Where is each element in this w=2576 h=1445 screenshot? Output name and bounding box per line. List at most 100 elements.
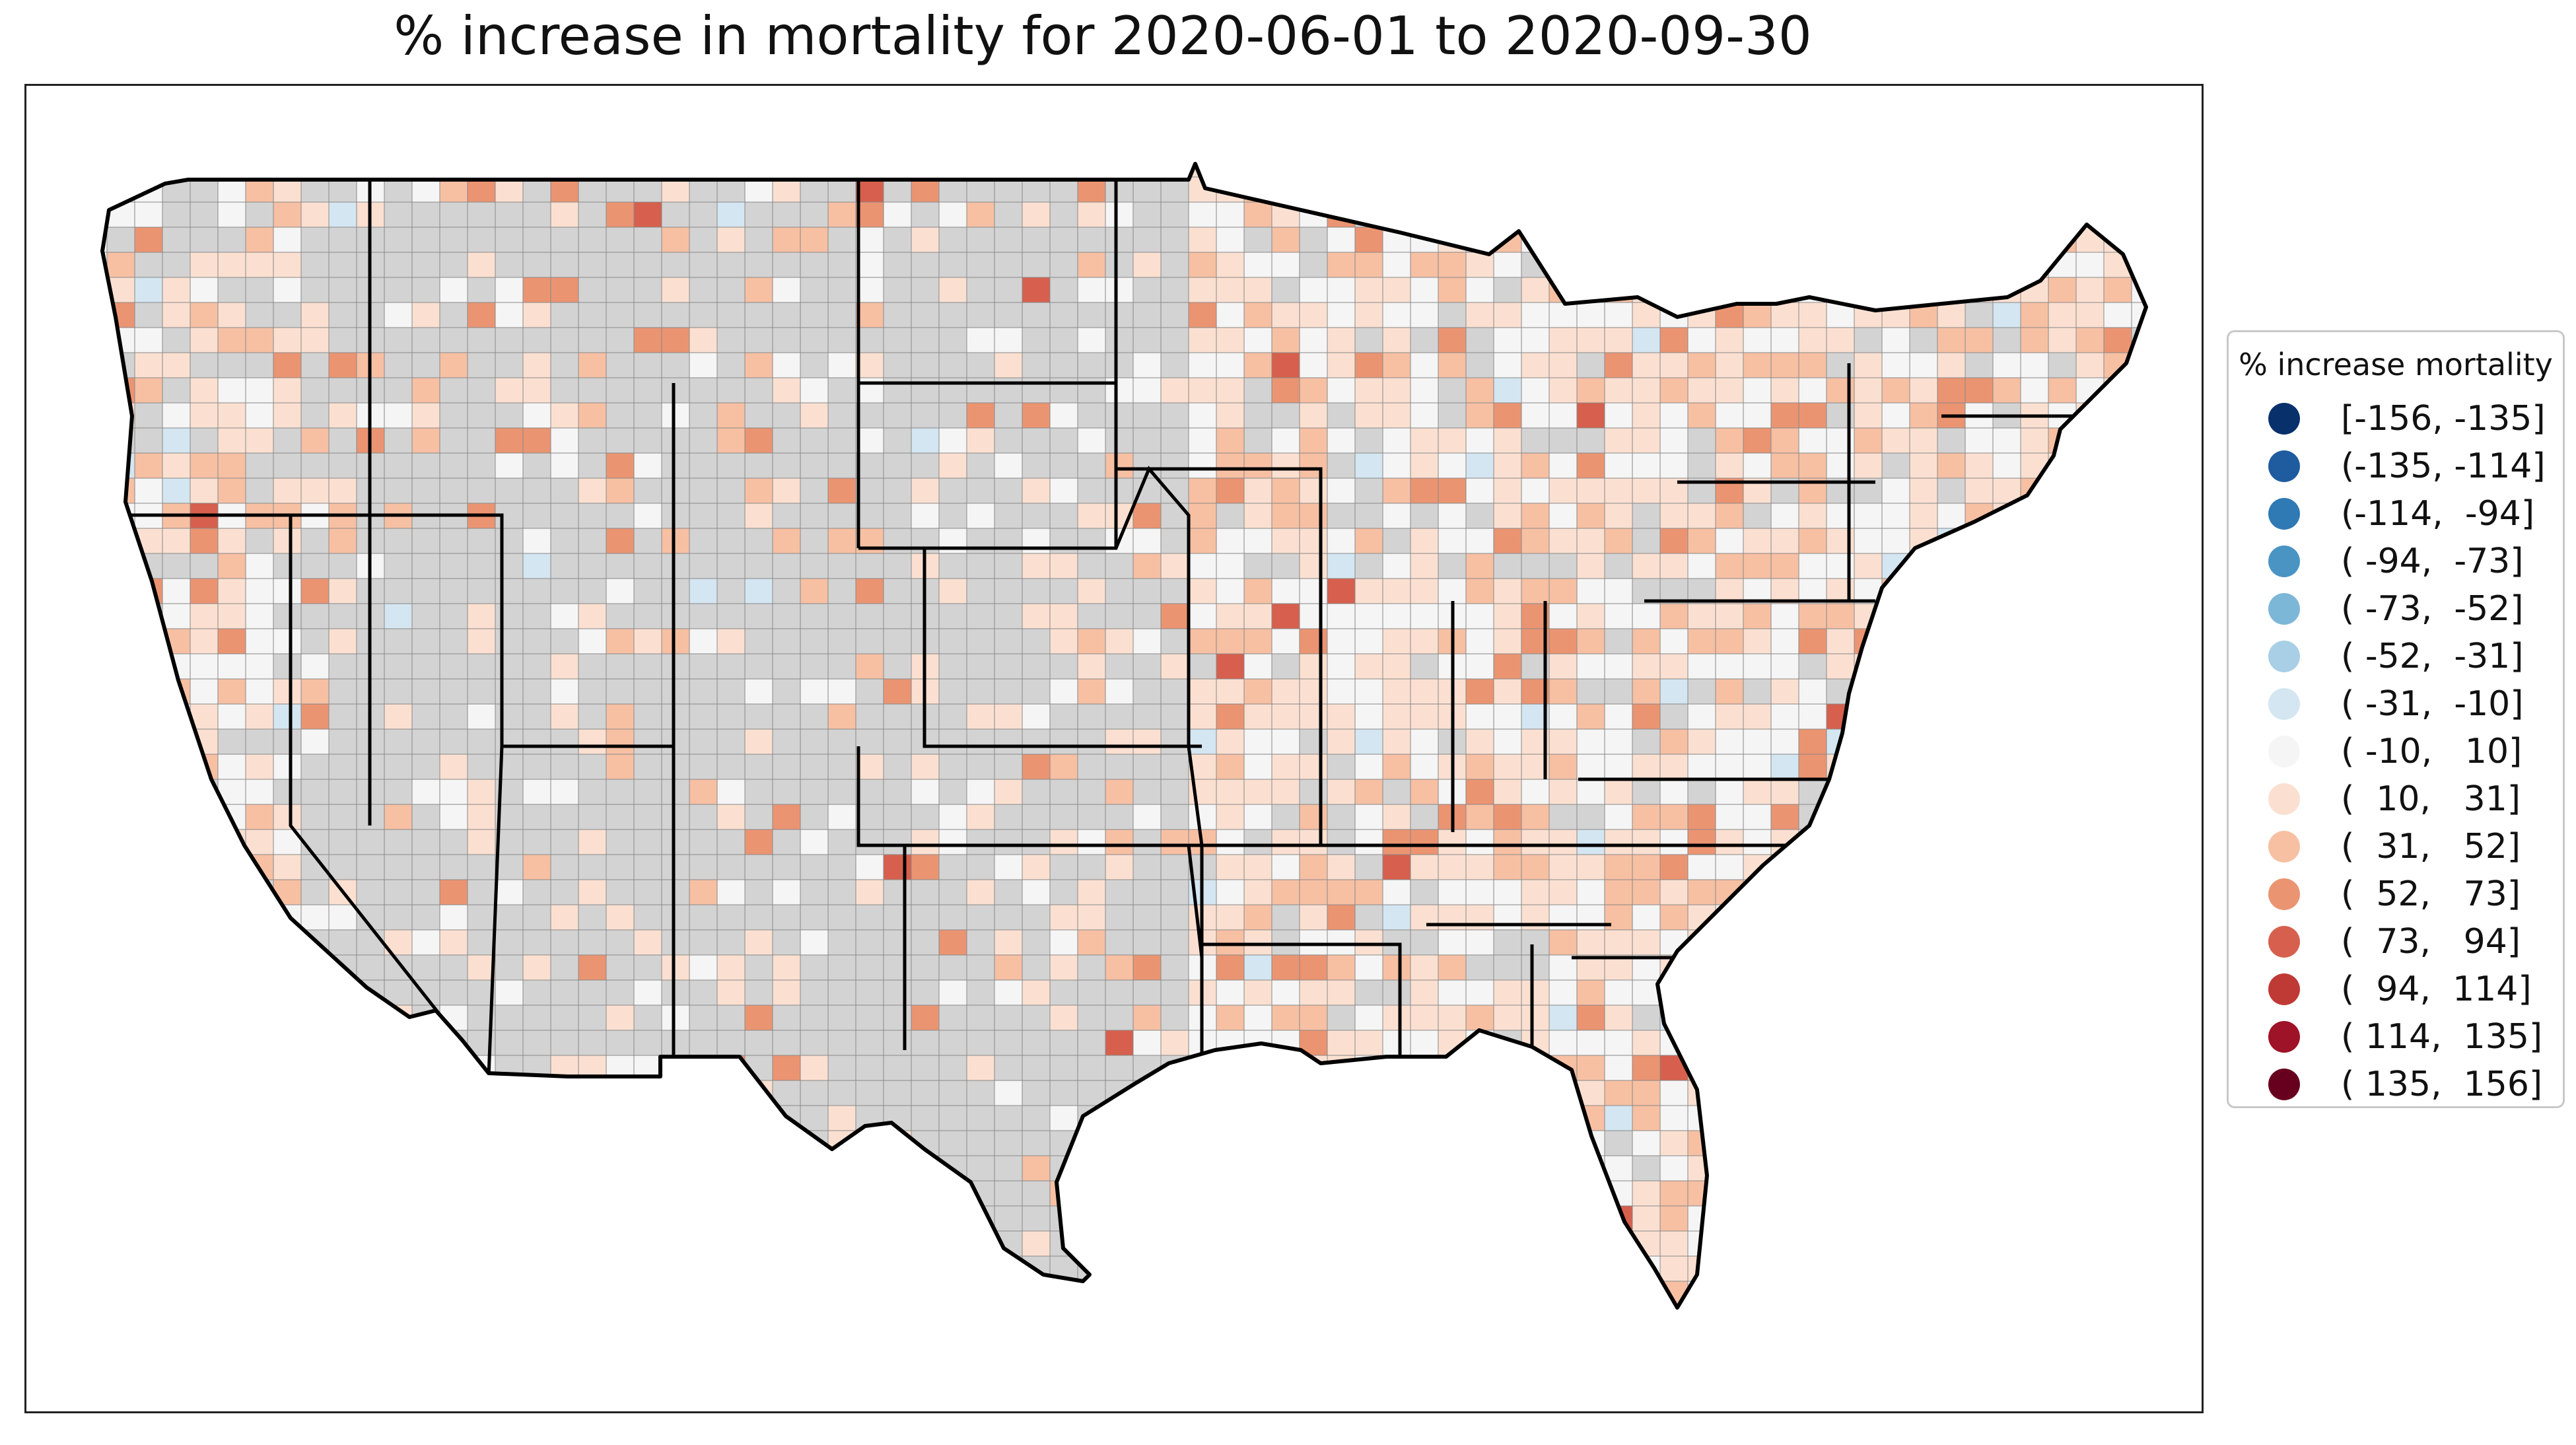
county (439, 252, 468, 278)
county (384, 703, 413, 730)
county (911, 503, 940, 529)
county (1493, 553, 1522, 579)
county (522, 1080, 551, 1106)
county (1937, 1155, 1966, 1181)
county (855, 477, 884, 504)
county (1327, 227, 1356, 253)
county (661, 904, 690, 931)
county (606, 904, 635, 931)
county (1826, 979, 1855, 1006)
county (1049, 1055, 1078, 1081)
county (938, 979, 967, 1006)
county (1132, 1105, 1162, 1131)
county (102, 1105, 108, 1131)
county (827, 653, 856, 680)
county (966, 954, 995, 981)
county (772, 352, 801, 378)
county (1160, 779, 1189, 805)
county (855, 979, 884, 1006)
county (1521, 352, 1550, 378)
county (633, 352, 662, 378)
county (1965, 1004, 1994, 1031)
county (883, 879, 912, 905)
county (1022, 1004, 1051, 1031)
county (1659, 352, 1688, 378)
county (772, 904, 801, 931)
county (1937, 628, 1966, 654)
county (1798, 1080, 1827, 1106)
county (1077, 829, 1106, 855)
county (606, 678, 635, 705)
county (1881, 176, 1910, 203)
county (2075, 1281, 2105, 1307)
county (800, 1230, 829, 1257)
county (1271, 1230, 1300, 1257)
county (1049, 1105, 1078, 1131)
county (1854, 452, 1883, 479)
county (1299, 1155, 1328, 1181)
county (1188, 1055, 1217, 1081)
county (273, 728, 302, 755)
county-layer (102, 164, 2187, 1308)
county (883, 327, 912, 353)
county (1438, 1004, 1467, 1031)
county (883, 1281, 912, 1307)
county (1188, 804, 1217, 830)
county (1438, 528, 1467, 554)
county (994, 1030, 1023, 1056)
county (550, 954, 579, 981)
county (245, 1230, 274, 1257)
county (578, 1004, 607, 1031)
county (1881, 628, 1910, 654)
county (1493, 578, 1522, 604)
county (190, 603, 219, 629)
county (1271, 327, 1300, 353)
county (1493, 164, 1522, 178)
county (1465, 929, 1494, 956)
county (1438, 578, 1467, 604)
county (439, 1180, 468, 1207)
county (1521, 528, 1550, 554)
county (1438, 879, 1467, 905)
county (1382, 979, 1411, 1006)
county (1909, 904, 1938, 931)
county (716, 1155, 746, 1181)
county (689, 829, 718, 855)
county (411, 327, 440, 353)
county (1465, 1255, 1494, 1282)
county (1410, 164, 1439, 178)
county (1604, 979, 1633, 1006)
county (2075, 302, 2105, 328)
county (328, 327, 357, 353)
county (1382, 503, 1411, 529)
county (1632, 1030, 1661, 1056)
county (1826, 1180, 1855, 1207)
county (102, 201, 108, 228)
county (1965, 427, 1994, 454)
county (716, 1130, 746, 1156)
county (578, 277, 607, 303)
county (855, 452, 884, 479)
county (1216, 553, 1245, 579)
county (1770, 1281, 1799, 1307)
county (1937, 578, 1966, 604)
county (1299, 929, 1328, 956)
county (1770, 1205, 1799, 1232)
county (1881, 277, 1910, 303)
county (1327, 879, 1356, 905)
county (911, 954, 940, 981)
county (1132, 754, 1162, 780)
county (883, 904, 912, 931)
county (2048, 979, 2077, 1006)
county (1327, 1105, 1356, 1131)
county (1077, 754, 1106, 780)
county (106, 979, 135, 1006)
county (1160, 352, 1189, 378)
county (2103, 327, 2132, 353)
county (1743, 1281, 1772, 1307)
county (1965, 954, 1994, 981)
county (633, 804, 662, 830)
county (300, 879, 330, 905)
county (2159, 1181, 2187, 1206)
county (1549, 176, 1578, 203)
